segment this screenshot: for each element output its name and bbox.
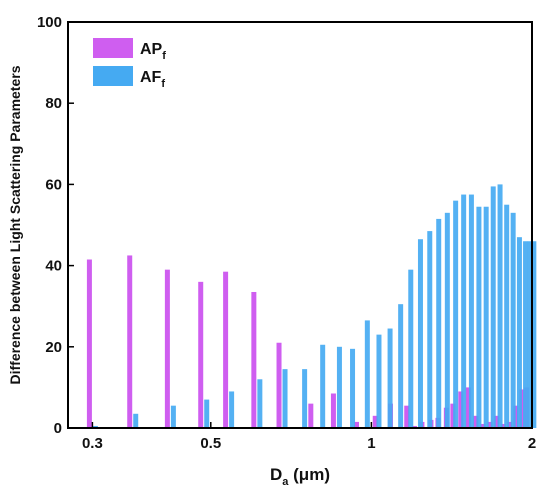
y-tick-label-2: 40 xyxy=(45,258,62,275)
legend-label-apf-sub: f xyxy=(162,50,166,62)
bar-apf-2 xyxy=(164,269,170,428)
bar-apf-12 xyxy=(404,405,410,428)
legend-label-aff: AFf xyxy=(140,69,165,90)
bar-apf-26 xyxy=(507,421,513,428)
y-tick-label-0: 0 xyxy=(54,420,62,437)
bar-apf-23 xyxy=(487,421,493,428)
bars-layer xyxy=(86,184,537,428)
bar-apf-21 xyxy=(473,415,479,428)
bar-aff-10 xyxy=(350,348,356,428)
x-axis-title-main: D xyxy=(270,465,282,484)
y-tick-label-4: 80 xyxy=(45,95,62,112)
x-tick-label-0: 0.3 xyxy=(82,435,103,452)
bar-aff-3 xyxy=(204,399,210,428)
x-tick-label-3: 2 xyxy=(528,435,536,452)
bar-aff-21 xyxy=(461,194,467,428)
bar-apf-4 xyxy=(223,271,229,428)
bar-apf-27 xyxy=(513,405,519,428)
bar-aff-8 xyxy=(320,344,326,428)
legend-label-aff-main: AF xyxy=(140,69,162,86)
bar-aff-27 xyxy=(504,204,510,428)
bar-aff-14 xyxy=(398,304,404,428)
bar-aff-16 xyxy=(417,239,423,428)
bar-aff-4 xyxy=(229,391,235,428)
ticks-layer: 0 20 40 60 80 100 0.3 0.5 1 2 xyxy=(37,14,536,452)
bar-apf-25 xyxy=(500,423,506,428)
bar-apf-19 xyxy=(458,391,464,428)
bar-apf-24 xyxy=(494,415,500,428)
bar-apf-3 xyxy=(198,281,204,428)
legend-swatch-aff xyxy=(93,66,133,86)
legend-label-apf-main: AP xyxy=(140,41,163,58)
bar-apf-13 xyxy=(411,425,417,428)
bar-aff-9 xyxy=(336,346,342,428)
bar-aff-25 xyxy=(490,186,496,428)
bar-apf-20 xyxy=(465,387,471,428)
bar-aff-32 xyxy=(531,241,537,428)
bar-apf-28 xyxy=(519,389,525,428)
bar-apf-10 xyxy=(372,415,378,428)
bar-apf-7 xyxy=(308,403,314,428)
bar-aff-1 xyxy=(133,413,139,428)
bar-aff-20 xyxy=(453,200,459,428)
y-tick-label-3: 60 xyxy=(45,176,62,193)
bar-aff-28 xyxy=(510,212,516,428)
legend-swatch-apf xyxy=(93,38,133,58)
bar-aff-0 xyxy=(92,425,98,428)
bar-aff-29 xyxy=(516,237,522,428)
x-tick-label-2: 1 xyxy=(367,435,375,452)
bar-aff-26 xyxy=(497,184,503,428)
bar-apf-18 xyxy=(450,403,456,428)
y-tick-label-5: 100 xyxy=(37,14,62,31)
bar-aff-2 xyxy=(170,405,176,428)
bar-aff-15 xyxy=(408,269,414,428)
bar-apf-0 xyxy=(86,259,92,428)
bar-apf-1 xyxy=(127,255,133,428)
bar-aff-13 xyxy=(387,328,393,428)
x-axis-title-unit: (μm) xyxy=(288,465,330,484)
bar-aff-31 xyxy=(527,241,533,428)
bar-apf-6 xyxy=(276,342,282,428)
bar-aff-6 xyxy=(282,369,288,428)
bar-aff-5 xyxy=(257,379,263,428)
x-tick-label-1: 0.5 xyxy=(200,435,221,452)
bar-apf-9 xyxy=(354,421,359,428)
bar-aff-23 xyxy=(476,206,482,428)
bar-apf-8 xyxy=(330,393,336,428)
x-axis-title: Da (μm) xyxy=(270,465,330,488)
legend-label-aff-sub: f xyxy=(161,78,165,90)
bar-aff-18 xyxy=(436,218,442,428)
bar-aff-24 xyxy=(483,206,489,428)
bar-aff-17 xyxy=(427,231,433,428)
bar-apf-22 xyxy=(480,423,486,428)
bar-aff-12 xyxy=(376,334,382,428)
bar-aff-19 xyxy=(444,212,450,428)
legend-label-apf: APf xyxy=(140,41,166,62)
bar-aff-11 xyxy=(364,320,370,428)
y-tick-label-1: 20 xyxy=(45,339,62,356)
legend: APf AFf xyxy=(93,38,166,90)
plot-frame xyxy=(67,21,533,429)
x-axis-title-sub: a xyxy=(282,476,289,488)
bar-aff-22 xyxy=(468,194,474,428)
bar-apf-5 xyxy=(251,291,257,428)
bar-aff-7 xyxy=(302,369,308,428)
y-axis-title: Difference between Light Scattering Para… xyxy=(7,65,23,384)
bar-aff-30 xyxy=(523,241,529,428)
